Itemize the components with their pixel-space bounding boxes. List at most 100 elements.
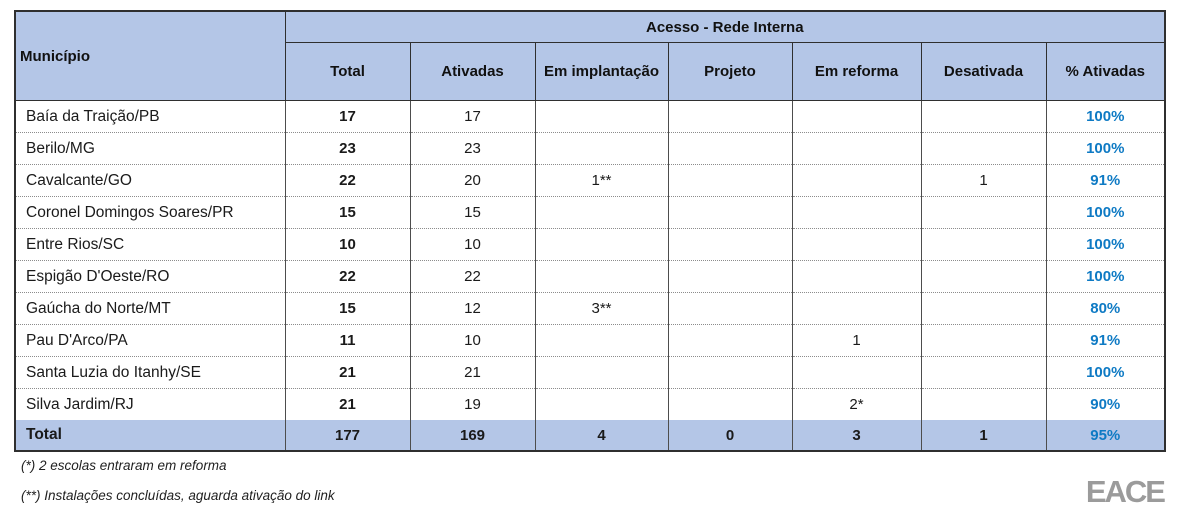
total-row-total: 177 <box>284 420 411 451</box>
table-row: Silva Jardim/RJ 21 19 2* 90% <box>14 388 1166 420</box>
footnote-instalacoes: (**) Instalações concluídas, aguarda ati… <box>21 488 335 503</box>
footnote-reforma: (*) 2 escolas entraram em reforma <box>21 458 227 473</box>
table-body: Baía da Traição/PB 17 17 100% Berilo/MG 23 23 1… <box>14 100 1166 420</box>
value-cell: 15 <box>409 196 536 229</box>
value-cell <box>920 324 1047 357</box>
value-cell: 23 <box>409 132 536 165</box>
total-cell: 15 <box>284 196 411 229</box>
municipio-cell: Berilo/MG <box>14 132 286 165</box>
value-cell <box>791 356 922 389</box>
value-cell <box>667 324 793 357</box>
value-cell <box>791 100 922 133</box>
value-cell <box>791 164 922 197</box>
municipio-cell: Silva Jardim/RJ <box>14 388 286 420</box>
col-header-em-implantacao: Em implantação <box>534 42 669 101</box>
value-cell: 1 <box>920 164 1047 197</box>
table-footer: Total 177 169 4 0 3 1 95% <box>14 420 1166 451</box>
total-cell: 21 <box>284 356 411 389</box>
total-row-ativadas: 169 <box>409 420 536 451</box>
value-cell <box>667 164 793 197</box>
table-row: Entre Rios/SC 10 10 100% <box>14 228 1166 261</box>
value-cell: 1** <box>534 164 669 197</box>
value-cell <box>791 132 922 165</box>
pct-ativadas-cell: 100% <box>1045 260 1166 293</box>
pct-ativadas-cell: 100% <box>1045 196 1166 229</box>
eace-logo: EACE <box>1085 474 1166 509</box>
pct-ativadas-cell: 100% <box>1045 132 1166 165</box>
value-cell <box>534 260 669 293</box>
total-row-pct-ativadas: 95% <box>1045 420 1166 451</box>
pct-ativadas-cell: 100% <box>1045 356 1166 389</box>
total-row-em-implantacao: 4 <box>534 420 669 451</box>
value-cell <box>791 292 922 325</box>
municipio-cell: Coronel Domingos Soares/PR <box>14 196 286 229</box>
municipio-cell: Santa Luzia do Itanhy/SE <box>14 356 286 389</box>
value-cell: 10 <box>409 228 536 261</box>
total-row-label: Total <box>14 420 286 451</box>
table-row: Berilo/MG 23 23 100% <box>14 132 1166 165</box>
value-cell <box>667 132 793 165</box>
total-cell: 22 <box>284 164 411 197</box>
value-cell <box>534 324 669 357</box>
table-row: Pau D'Arco/PA 11 10 1 91% <box>14 324 1166 357</box>
value-cell: 21 <box>409 356 536 389</box>
total-cell: 11 <box>284 324 411 357</box>
value-cell <box>534 100 669 133</box>
value-cell <box>920 292 1047 325</box>
col-header-pct-ativadas: % Ativadas <box>1045 42 1166 101</box>
col-header-ativadas: Ativadas <box>409 42 536 101</box>
value-cell: 3** <box>534 292 669 325</box>
group-header-acesso-rede-interna: Acesso - Rede Interna <box>284 10 1166 43</box>
value-cell <box>920 228 1047 261</box>
value-cell <box>534 388 669 420</box>
total-cell: 23 <box>284 132 411 165</box>
value-cell <box>667 196 793 229</box>
total-cell: 15 <box>284 292 411 325</box>
value-cell <box>667 388 793 420</box>
pct-ativadas-cell: 100% <box>1045 100 1166 133</box>
total-cell: 17 <box>284 100 411 133</box>
col-header-total: Total <box>284 42 411 101</box>
col-header-desativada: Desativada <box>920 42 1047 101</box>
table-row: Baía da Traição/PB 17 17 100% <box>14 100 1166 133</box>
table-row: Cavalcante/GO 22 20 1** 1 91% <box>14 164 1166 197</box>
total-cell: 22 <box>284 260 411 293</box>
table-header: Município Acesso - Rede Interna Total At… <box>14 10 1166 101</box>
table-row: Gaúcha do Norte/MT 15 12 3** 80% <box>14 292 1166 325</box>
value-cell: 22 <box>409 260 536 293</box>
total-row-desativada: 1 <box>920 420 1047 451</box>
value-cell <box>534 196 669 229</box>
pct-ativadas-cell: 100% <box>1045 228 1166 261</box>
total-cell: 10 <box>284 228 411 261</box>
corner-header-municipio: Município <box>14 10 286 101</box>
municipio-cell: Pau D'Arco/PA <box>14 324 286 357</box>
value-cell <box>667 100 793 133</box>
value-cell <box>534 228 669 261</box>
table-row: Espigão D'Oeste/RO 22 22 100% <box>14 260 1166 293</box>
municipio-cell: Entre Rios/SC <box>14 228 286 261</box>
total-row-projeto: 0 <box>667 420 793 451</box>
table-row: Coronel Domingos Soares/PR 15 15 100% <box>14 196 1166 229</box>
pct-ativadas-cell: 91% <box>1045 164 1166 197</box>
value-cell <box>791 228 922 261</box>
municipio-cell: Espigão D'Oeste/RO <box>14 260 286 293</box>
pct-ativadas-cell: 90% <box>1045 388 1166 420</box>
value-cell <box>920 260 1047 293</box>
value-cell: 20 <box>409 164 536 197</box>
table-row: Santa Luzia do Itanhy/SE 21 21 100% <box>14 356 1166 389</box>
value-cell <box>667 356 793 389</box>
total-row-em-reforma: 3 <box>791 420 922 451</box>
municipio-cell: Cavalcante/GO <box>14 164 286 197</box>
value-cell <box>920 196 1047 229</box>
total-cell: 21 <box>284 388 411 420</box>
value-cell <box>920 356 1047 389</box>
pct-ativadas-cell: 80% <box>1045 292 1166 325</box>
value-cell: 19 <box>409 388 536 420</box>
value-cell: 12 <box>409 292 536 325</box>
value-cell <box>920 132 1047 165</box>
value-cell <box>534 356 669 389</box>
col-header-projeto: Projeto <box>667 42 793 101</box>
value-cell <box>920 100 1047 133</box>
value-cell <box>791 260 922 293</box>
